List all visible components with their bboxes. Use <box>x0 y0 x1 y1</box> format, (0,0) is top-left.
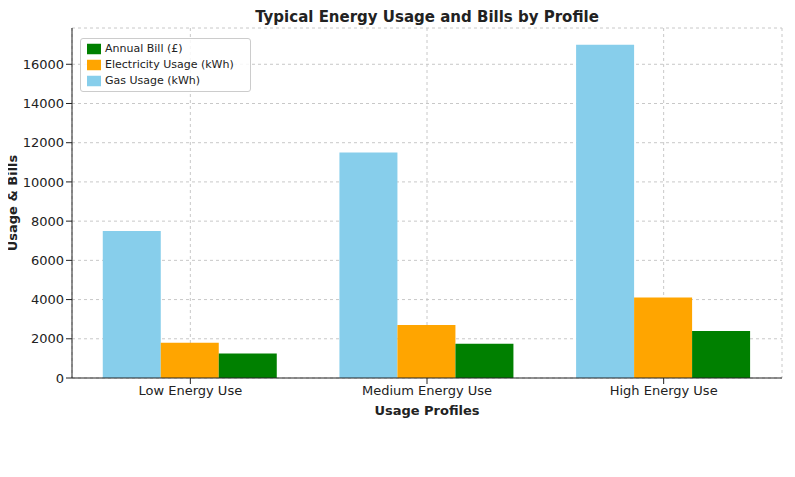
html-text:Typical Energy Usage and Bills: Typical Energy Usage and Bills by Profil… <box>255 8 599 26</box>
svg-text:6000: 6000 <box>31 253 64 268</box>
svg-text:2000: 2000 <box>31 331 64 346</box>
svg-text:10000: 10000 <box>23 175 64 190</box>
svg-text:Usage Profiles: Usage Profiles <box>374 403 479 418</box>
svg-text:12000: 12000 <box>23 135 64 150</box>
svg-text:14000: 14000 <box>23 96 64 111</box>
html-text:Electricity Usage (kWh): Electricity Usage (kWh) <box>105 58 234 71</box>
svg-text:Medium Energy Use: Medium Energy Use <box>362 383 492 398</box>
svg-text:8000: 8000 <box>31 214 64 229</box>
svg-text:High Energy Use: High Energy Use <box>610 383 718 398</box>
svg-text:0: 0 <box>56 371 64 386</box>
svg-text:Low Energy Use: Low Energy Use <box>138 383 242 398</box>
svg-text:16000: 16000 <box>23 57 64 72</box>
html-text:Gas Usage (kWh): Gas Usage (kWh) <box>105 74 201 87</box>
html-text:Annual Bill (£): Annual Bill (£) <box>105 42 183 55</box>
svg-text:Usage & Bills: Usage & Bills <box>8 154 20 251</box>
svg-text:4000: 4000 <box>31 292 64 307</box>
